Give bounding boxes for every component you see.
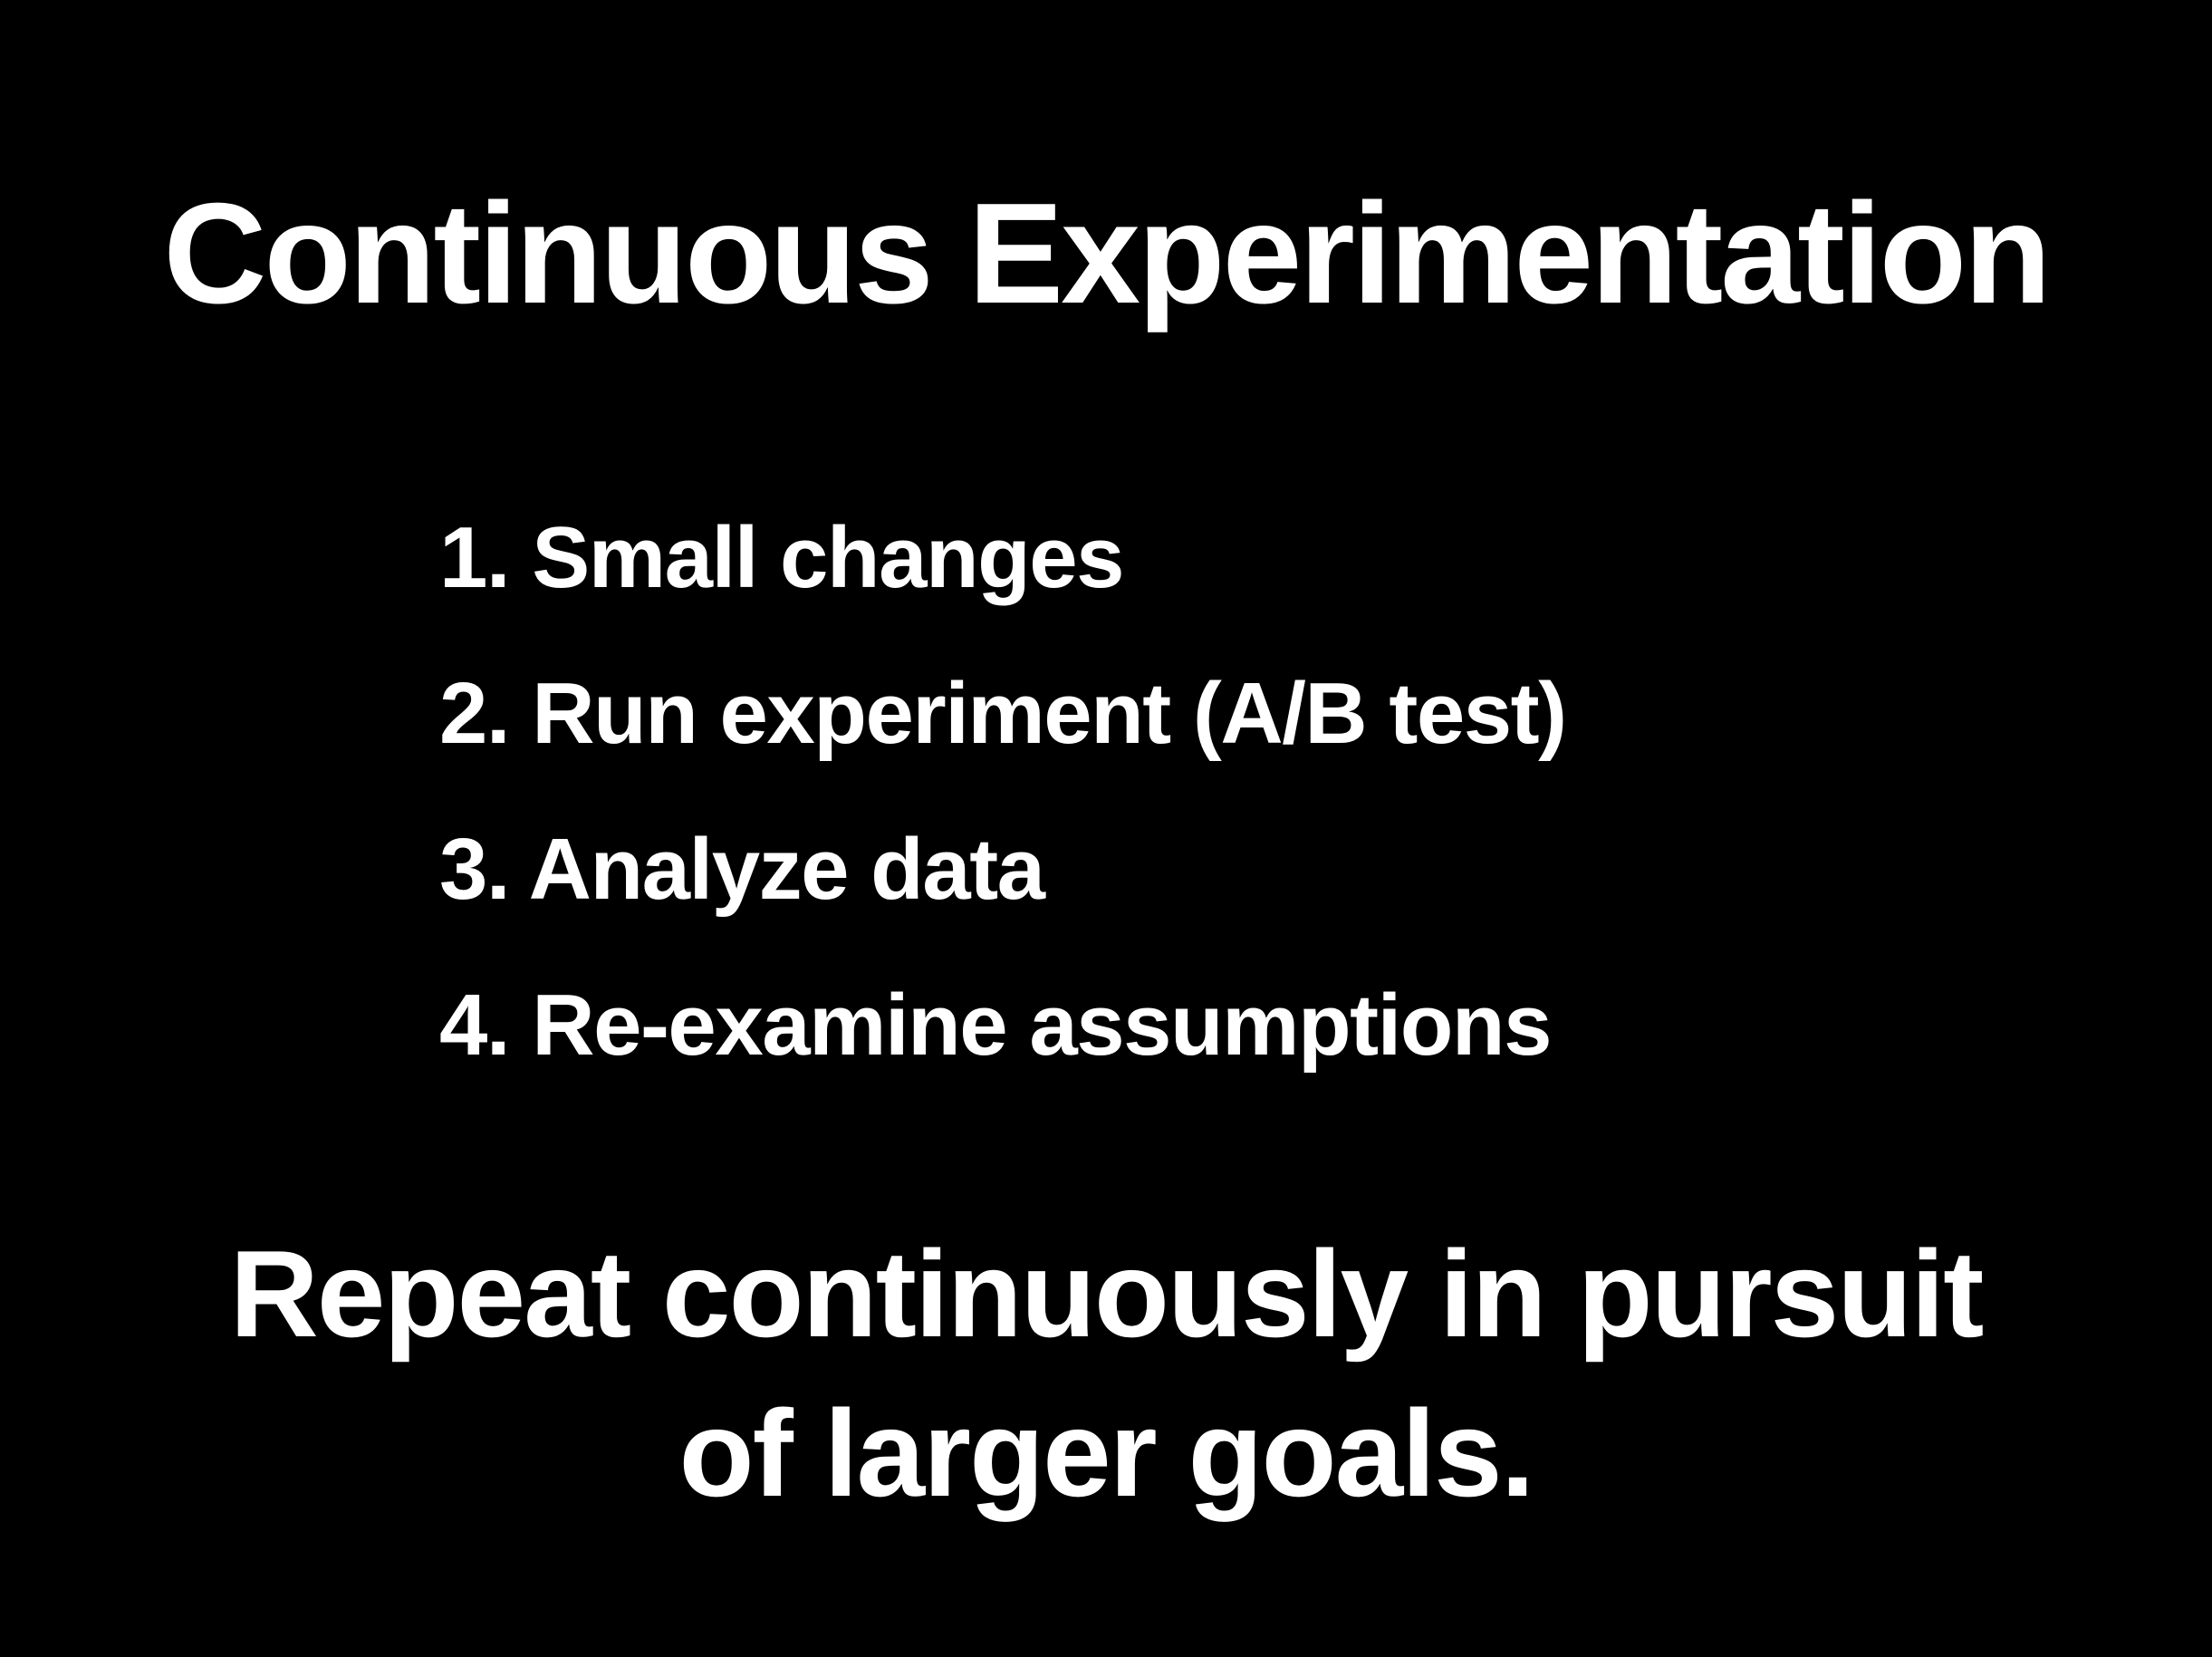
step-item: 2. Run experiment (A/B test) (439, 665, 1567, 762)
step-item: 4. Re-examine assumptions (439, 977, 1552, 1074)
conclusion-line: of larger goals. (678, 1384, 1535, 1522)
slide-title: Continuous Experimentation (163, 174, 2051, 333)
step-item: 3. Analyze data (439, 821, 1045, 918)
steps-list: 1. Small changes 2. Run experiment (A/B … (439, 480, 1567, 1103)
conclusion-line: Repeat continuously in pursuit (229, 1225, 1985, 1363)
conclusion-text: Repeat continuously in pursuit of larger… (0, 1214, 2212, 1533)
step-item: 1. Small changes (439, 509, 1125, 606)
